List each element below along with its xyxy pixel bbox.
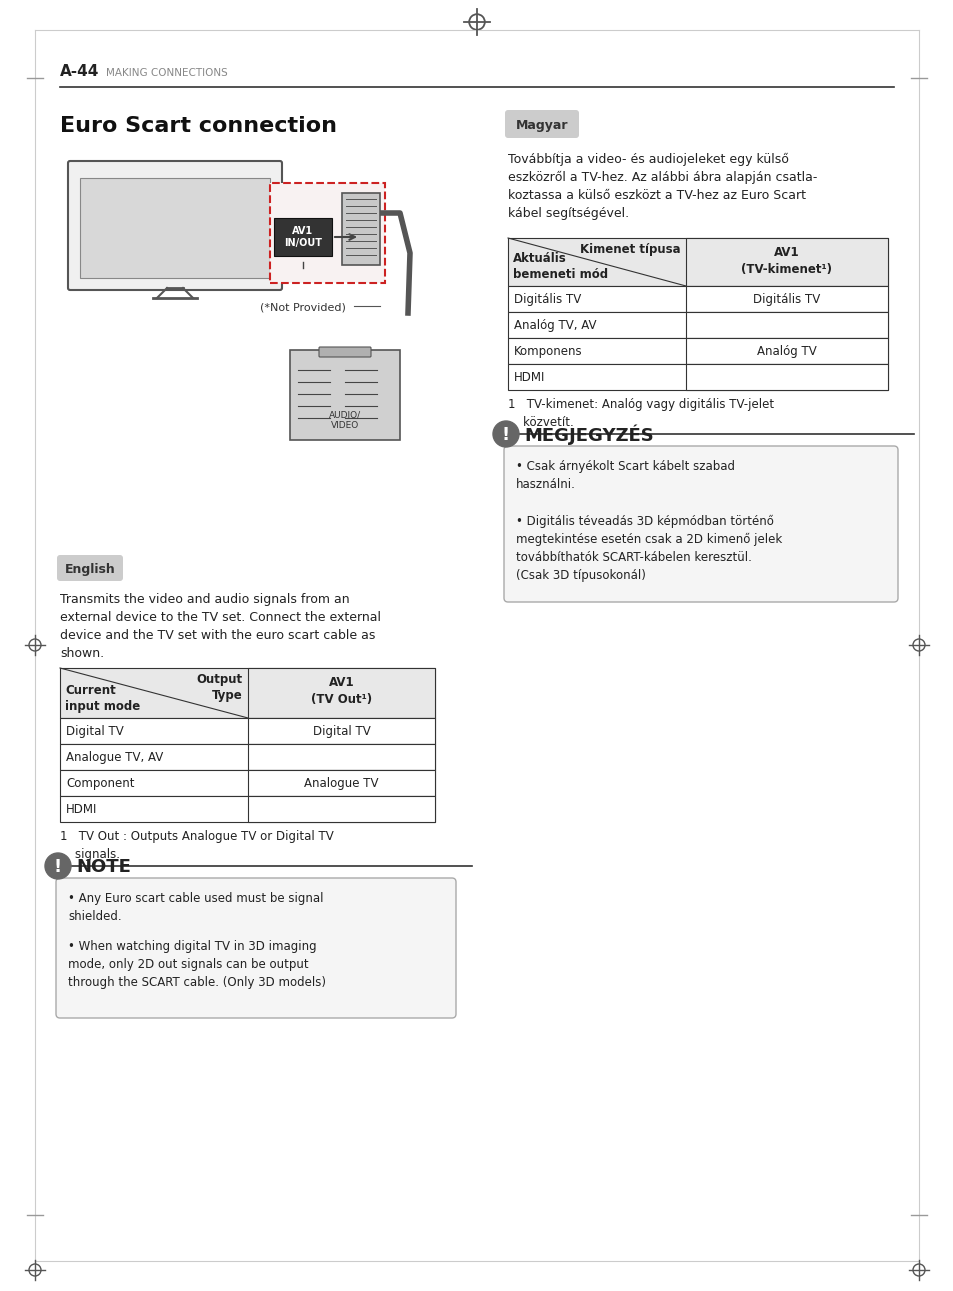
Text: Magyar: Magyar (516, 119, 568, 132)
Bar (507, 238, 887, 287)
Text: Digital TV: Digital TV (66, 726, 124, 738)
Bar (248, 744, 435, 769)
Bar (60, 718, 435, 744)
Text: Digitális TV: Digitális TV (514, 293, 580, 306)
Text: Továbbítja a video- és audiojeleket egy külső
eszközről a TV-hez. Az alábbi ábra: Továbbítja a video- és audiojeleket egy … (507, 154, 817, 221)
Text: Euro Scart connection: Euro Scart connection (60, 116, 336, 136)
Bar (685, 338, 887, 364)
Bar (507, 312, 887, 338)
Text: Komponens: Komponens (514, 345, 582, 358)
Circle shape (45, 853, 71, 879)
Bar (60, 769, 435, 797)
Text: AV1
(TV-kimenet¹): AV1 (TV-kimenet¹) (740, 247, 832, 276)
Bar (80, 178, 270, 278)
Text: AV1
IN/OUT: AV1 IN/OUT (284, 226, 322, 248)
Text: Analóg TV: Analóg TV (757, 345, 816, 358)
Text: !: ! (54, 859, 62, 877)
Text: Analogue TV: Analogue TV (304, 776, 378, 790)
FancyBboxPatch shape (68, 161, 282, 290)
Bar (248, 769, 435, 797)
Text: HDMI: HDMI (514, 371, 545, 383)
FancyBboxPatch shape (318, 347, 371, 358)
Text: • Csak árnyékolt Scart kábelt szabad
használni.: • Csak árnyékolt Scart kábelt szabad has… (516, 460, 734, 491)
Bar (248, 667, 435, 718)
Bar (685, 287, 887, 312)
Text: Transmits the video and audio signals from an
external device to the TV set. Con: Transmits the video and audio signals fr… (60, 593, 380, 660)
Text: 1   TV Out : Outputs Analogue TV or Digital TV
    signals.: 1 TV Out : Outputs Analogue TV or Digita… (60, 830, 334, 861)
Text: • When watching digital TV in 3D imaging
mode, only 2D out signals can be output: • When watching digital TV in 3D imaging… (68, 940, 326, 989)
Bar (274, 218, 332, 256)
FancyBboxPatch shape (57, 555, 123, 581)
FancyBboxPatch shape (504, 110, 578, 138)
Text: Component: Component (66, 777, 134, 790)
FancyBboxPatch shape (56, 878, 456, 1019)
Bar (685, 238, 887, 287)
Text: Analóg TV, AV: Analóg TV, AV (514, 319, 596, 332)
Text: (*Not Provided): (*Not Provided) (260, 302, 346, 312)
Text: • Digitális téveadás 3D képmódban történő
megtekintése esetén csak a 2D kimenő j: • Digitális téveadás 3D képmódban történ… (516, 515, 781, 582)
Text: MAKING CONNECTIONS: MAKING CONNECTIONS (106, 68, 228, 77)
Text: MEGJEGYZÉS: MEGJEGYZÉS (523, 425, 653, 445)
Bar (270, 183, 385, 283)
Bar (507, 338, 887, 364)
Text: AV1
(TV Out¹): AV1 (TV Out¹) (311, 676, 372, 706)
Bar (60, 744, 435, 769)
Bar (507, 287, 887, 312)
Text: Output
Type: Output Type (196, 673, 243, 702)
Bar (507, 364, 887, 390)
Bar (341, 192, 379, 265)
Bar (685, 364, 887, 390)
Text: Aktuális
bemeneti mód: Aktuális bemeneti mód (513, 252, 607, 281)
Text: !: ! (501, 426, 510, 444)
Text: NOTE: NOTE (76, 859, 131, 877)
Bar (60, 797, 435, 822)
FancyBboxPatch shape (503, 445, 897, 602)
Text: Kimenet típusa: Kimenet típusa (579, 243, 680, 256)
Text: Digital TV: Digital TV (313, 724, 370, 737)
Text: English: English (65, 563, 115, 576)
Text: Digitális TV: Digitális TV (753, 293, 820, 306)
Bar (290, 350, 399, 440)
Bar (248, 718, 435, 744)
Bar (60, 667, 435, 718)
Text: Current
input mode: Current input mode (65, 684, 140, 713)
Text: AUDIO/
VIDEO: AUDIO/ VIDEO (329, 411, 360, 430)
Text: Analogue TV, AV: Analogue TV, AV (66, 751, 163, 764)
Bar (248, 797, 435, 822)
Circle shape (493, 421, 518, 447)
Text: A-44: A-44 (60, 65, 99, 79)
Text: 1   TV-kimenet: Analóg vagy digitális TV-jelet
    közvetít.: 1 TV-kimenet: Analóg vagy digitális TV-j… (507, 398, 773, 429)
Text: • Any Euro scart cable used must be signal
shielded.: • Any Euro scart cable used must be sign… (68, 892, 323, 923)
Bar (685, 312, 887, 338)
Text: HDMI: HDMI (66, 803, 97, 816)
